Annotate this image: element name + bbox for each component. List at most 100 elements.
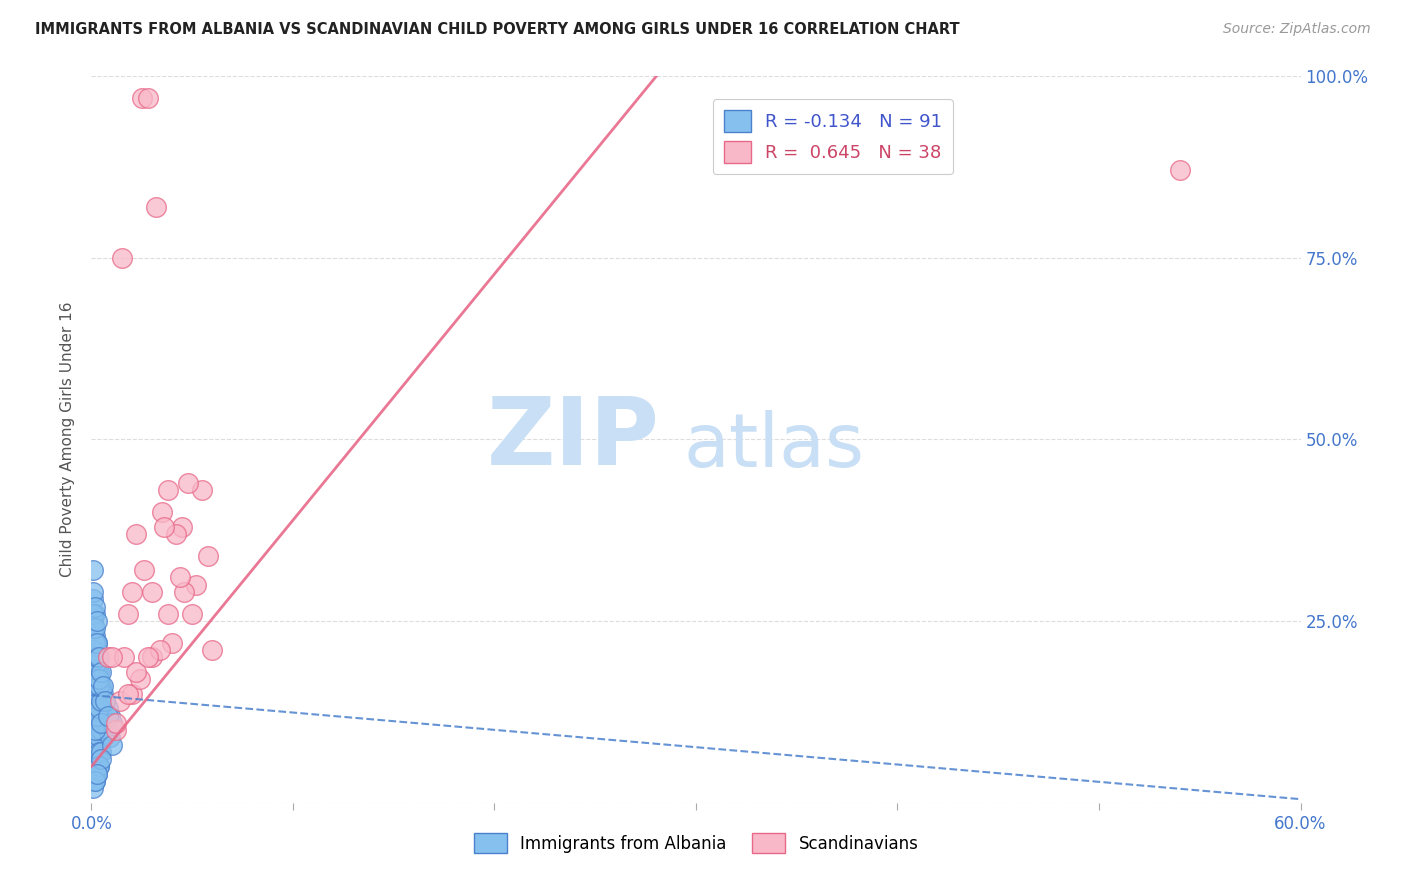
Point	[153, 519, 176, 533]
Point	[84, 745, 107, 759]
Point	[86, 680, 108, 694]
Point	[94, 694, 117, 708]
Text: ZIP: ZIP	[486, 393, 659, 485]
Point	[84, 650, 107, 665]
Point	[82, 766, 104, 780]
Point	[111, 251, 132, 265]
Point	[104, 715, 127, 730]
Point	[108, 694, 131, 708]
Point	[89, 687, 111, 701]
Point	[86, 672, 108, 686]
Point	[117, 607, 139, 621]
Point	[82, 752, 104, 766]
Point	[90, 752, 112, 766]
Point	[100, 650, 122, 665]
Point	[82, 607, 104, 621]
Point	[84, 687, 107, 701]
Point	[82, 585, 104, 599]
Point	[90, 665, 112, 679]
Point	[84, 607, 107, 621]
Point	[86, 657, 108, 672]
Point	[82, 643, 104, 657]
Point	[141, 585, 163, 599]
Point	[197, 549, 219, 563]
Point	[84, 723, 107, 737]
Point	[82, 687, 104, 701]
Point	[82, 723, 104, 737]
Point	[177, 475, 200, 490]
Point	[84, 774, 107, 789]
Point	[82, 738, 104, 752]
Point	[141, 650, 163, 665]
Point	[84, 657, 107, 672]
Point	[98, 731, 121, 745]
Point	[89, 650, 111, 665]
Point	[86, 650, 108, 665]
Point	[84, 636, 107, 650]
Point	[86, 665, 108, 679]
Point	[84, 715, 107, 730]
Point	[96, 708, 118, 723]
Point	[84, 694, 107, 708]
Point	[98, 708, 121, 723]
Point	[191, 483, 214, 498]
Legend: Immigrants from Albania, Scandinavians: Immigrants from Albania, Scandinavians	[467, 826, 925, 860]
Point	[84, 774, 107, 789]
Text: atlas: atlas	[683, 410, 865, 483]
Point	[149, 643, 172, 657]
Point	[84, 759, 107, 773]
Point	[82, 614, 104, 628]
Point	[82, 694, 104, 708]
Point	[90, 723, 112, 737]
Point	[86, 687, 108, 701]
Point	[150, 505, 173, 519]
Point	[84, 599, 107, 614]
Y-axis label: Child Poverty Among Girls Under 16: Child Poverty Among Girls Under 16	[60, 301, 76, 577]
Point	[104, 723, 127, 737]
Point	[89, 701, 111, 715]
Point	[125, 526, 148, 541]
Point	[82, 665, 104, 679]
Point	[86, 636, 108, 650]
Text: IMMIGRANTS FROM ALBANIA VS SCANDINAVIAN CHILD POVERTY AMONG GIRLS UNDER 16 CORRE: IMMIGRANTS FROM ALBANIA VS SCANDINAVIAN …	[35, 22, 960, 37]
Point	[132, 563, 155, 577]
Point	[125, 665, 148, 679]
Point	[96, 650, 118, 665]
Point	[90, 701, 112, 715]
Point	[136, 650, 159, 665]
Point	[86, 708, 108, 723]
Point	[93, 708, 115, 723]
Point	[131, 90, 153, 104]
Point	[121, 687, 143, 701]
Point	[84, 701, 107, 715]
Point	[82, 563, 104, 577]
Point	[82, 672, 104, 686]
Point	[160, 636, 183, 650]
Point	[90, 680, 112, 694]
Point	[181, 607, 204, 621]
Point	[84, 629, 107, 643]
Point	[93, 687, 115, 701]
Point	[86, 738, 108, 752]
Point	[89, 665, 111, 679]
Point	[94, 715, 117, 730]
Point	[86, 759, 108, 773]
Point	[94, 694, 117, 708]
Point	[145, 200, 167, 214]
Point	[89, 759, 111, 773]
Point	[100, 715, 122, 730]
Point	[90, 694, 112, 708]
Point	[112, 650, 135, 665]
Point	[86, 766, 108, 780]
Point	[82, 621, 104, 635]
Point	[89, 745, 111, 759]
Point	[121, 585, 143, 599]
Point	[90, 715, 112, 730]
Point	[156, 607, 179, 621]
Point	[136, 90, 159, 104]
Point	[86, 752, 108, 766]
Point	[84, 621, 107, 635]
Point	[165, 526, 187, 541]
Point	[86, 723, 108, 737]
Point	[86, 614, 108, 628]
